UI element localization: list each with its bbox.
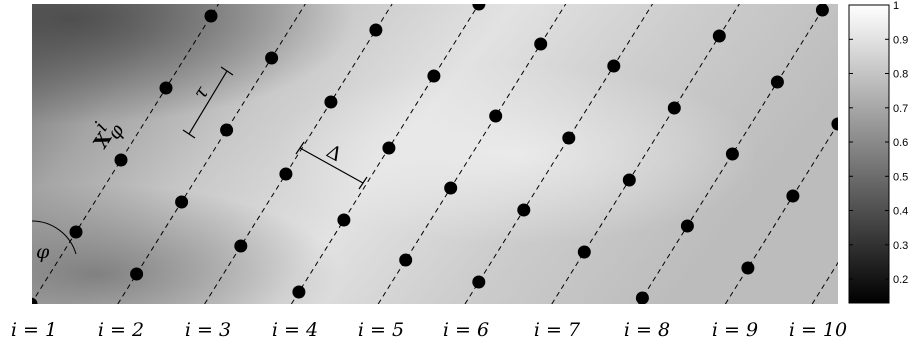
lattice-line-2 [117,4,306,304]
colorbar-tick-label: 0.6 [893,137,908,149]
lattice-dot-2-3 [220,123,234,137]
lattice-line-3 [204,4,393,304]
lattice-dot-5-2 [444,181,458,195]
colorbar-tick-label: 0.5 [893,171,908,183]
lattice-dot-1-5 [204,9,218,23]
lattice-dot-1-1 [32,297,38,304]
i-label-3: i = 3 [185,319,231,341]
lattice-dot-8-2 [680,219,694,233]
lattice-dot-9-3 [831,117,838,131]
lattice-dot-7-3 [667,101,681,115]
lattice-dot-6-4 [607,59,621,73]
lattice-dot-8-1 [635,291,649,304]
lattice-dot-8-4 [770,75,784,89]
colorbar-tick-label: 0.7 [893,103,908,115]
i-label-7: i = 7 [534,319,581,341]
lattice-dot-4-2 [337,213,351,227]
colorbar-tick-label: 0.2 [893,274,908,286]
lattice-line-6 [464,4,653,304]
lattice-dots [32,4,838,304]
colorbar-tick-label: 0.3 [893,240,908,252]
phi-annotation: φ [31,220,77,263]
lattice-line-4 [290,4,480,304]
i-label-9: i = 9 [712,319,758,341]
colorbar-tick-label: 0.4 [893,206,908,218]
colorbar-tick-label: 0.9 [893,34,908,46]
lattice-dot-9-1 [741,261,755,275]
lattice-dot-3-2 [279,167,293,181]
lattice-dot-5-4 [534,37,548,51]
phi-label: φ [36,241,50,263]
lattice-dot-5-1 [399,253,413,267]
lattice-dot-4-3 [382,141,396,155]
lattice-dot-4-4 [427,69,441,83]
i-label-6: i = 6 [443,319,489,341]
lattice-line-1 [32,4,219,304]
lattice-dot-3-4 [369,23,383,37]
lattice-line-9 [724,122,838,304]
colorbar: 1 0.9 0.8 0.7 0.6 0.5 0.4 0.3 0.2 [848,0,908,304]
lattice-dot-8-5 [815,4,829,17]
lattice-dot-6-2 [517,203,531,217]
lattice-dot-3-1 [234,239,248,253]
lattice-dot-4-5 [472,4,486,11]
lattice-line-5 [377,4,567,304]
i-label-4: i = 4 [272,319,318,341]
image-panel [32,4,838,304]
lattice-dot-4-1 [292,285,306,299]
colorbar-ticks: 1 0.9 0.8 0.7 0.6 0.5 0.4 0.3 0.2 [849,0,908,286]
colorbar-tick-label: 1 [893,0,899,12]
lattice-dot-1-4 [159,81,173,95]
lattice-dot-7-2 [622,173,636,187]
lattice-dot-2-4 [265,51,279,65]
lattice-dot-8-3 [725,147,739,161]
lattice-line-8 [638,4,827,304]
i-label-5: i = 5 [358,319,404,341]
lattice-dot-6-3 [562,131,576,145]
i-label-2: i = 2 [98,319,144,341]
lattice-dot-1-2 [69,225,83,239]
lattice-dot-6-1 [472,275,486,289]
lattice-dot-2-2 [175,195,189,209]
lattice-dot-9-2 [786,189,800,203]
lattice-dot-2-1 [130,267,144,281]
lattice-dot-5-3 [489,109,503,123]
lattice-dot-7-4 [712,29,726,43]
i-label-10: i = 10 [789,319,847,341]
i-label-8: i = 8 [624,319,670,341]
lattice-dot-7-1 [577,245,591,259]
colorbar-tick-label: 0.8 [893,69,908,81]
lattice-dot-3-3 [324,95,338,109]
i-label-1: i = 1 [11,319,57,341]
i-labels: i = 1 i = 2 i = 3 i = 4 i = 5 i = 6 i = … [11,319,847,341]
lattice-dot-1-3 [114,153,128,167]
